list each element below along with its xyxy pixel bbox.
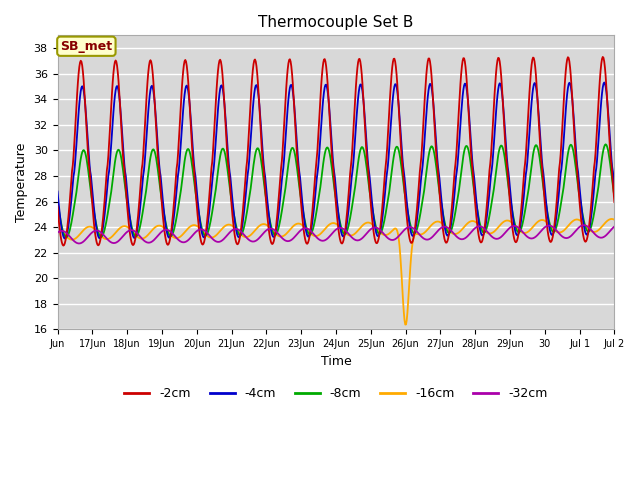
-32cm (580, 222, 588, 228)
-8cm (426, 150, 433, 156)
-2cm (611, 199, 618, 205)
-16cm (611, 217, 618, 223)
X-axis label: Time: Time (321, 355, 351, 368)
-4cm (394, 95, 402, 100)
-4cm (61, 236, 68, 241)
-16cm (249, 230, 257, 236)
-16cm (221, 223, 229, 229)
-4cm (250, 97, 257, 103)
-2cm (394, 93, 402, 98)
-8cm (120, 172, 127, 178)
-32cm (426, 236, 433, 242)
-16cm (394, 228, 401, 234)
-4cm (271, 233, 278, 239)
-2cm (250, 61, 257, 67)
-2cm (271, 234, 278, 240)
Line: -4cm: -4cm (58, 83, 614, 239)
Line: -2cm: -2cm (58, 57, 614, 246)
-8cm (54, 199, 61, 204)
-32cm (76, 240, 83, 246)
-2cm (222, 129, 230, 135)
-2cm (599, 54, 607, 60)
-8cm (271, 232, 278, 238)
-32cm (120, 233, 127, 239)
-8cm (250, 162, 257, 168)
Line: -32cm: -32cm (58, 225, 614, 243)
-16cm (607, 216, 615, 222)
-2cm (60, 243, 67, 249)
Line: -8cm: -8cm (58, 144, 614, 237)
-16cm (426, 225, 433, 230)
Title: Thermocouple Set B: Thermocouple Set B (259, 15, 413, 30)
-4cm (611, 185, 618, 191)
Y-axis label: Temperature: Temperature (15, 143, 28, 222)
-32cm (394, 234, 402, 240)
-8cm (222, 156, 230, 161)
-2cm (120, 161, 127, 167)
-32cm (611, 224, 618, 229)
-4cm (222, 121, 230, 127)
-8cm (62, 234, 70, 240)
-4cm (54, 189, 61, 194)
-16cm (270, 229, 278, 235)
-32cm (54, 230, 61, 236)
-32cm (250, 239, 257, 244)
-8cm (394, 145, 402, 151)
Text: SB_met: SB_met (60, 40, 113, 53)
-2cm (54, 204, 61, 209)
-16cm (119, 224, 127, 229)
-2cm (426, 56, 433, 61)
-4cm (120, 152, 127, 157)
-4cm (600, 80, 608, 85)
-16cm (54, 225, 61, 231)
-4cm (426, 83, 433, 89)
-32cm (222, 234, 230, 240)
Legend: -2cm, -4cm, -8cm, -16cm, -32cm: -2cm, -4cm, -8cm, -16cm, -32cm (119, 383, 552, 406)
-32cm (271, 228, 278, 233)
Line: -16cm: -16cm (58, 219, 614, 324)
-8cm (611, 192, 618, 198)
-16cm (401, 322, 409, 327)
-8cm (602, 142, 609, 147)
